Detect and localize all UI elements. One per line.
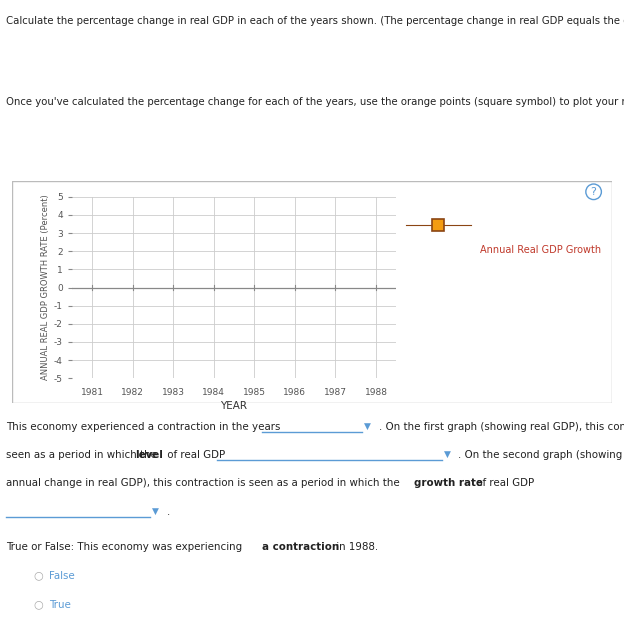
Text: ○: ○ [34,599,44,609]
Text: Calculate the percentage change in real GDP in each of the years shown. (The per: Calculate the percentage change in real … [6,16,624,26]
Y-axis label: ANNUAL REAL GDP GROWTH RATE (Percent): ANNUAL REAL GDP GROWTH RATE (Percent) [41,194,49,381]
Text: False: False [49,571,75,581]
Text: level: level [135,450,162,460]
Text: ○: ○ [34,571,44,581]
Text: True: True [49,599,71,609]
Text: growth rate: growth rate [414,478,483,488]
Text: ?: ? [591,187,597,197]
Text: ▼: ▼ [364,422,371,431]
Text: of real GDP: of real GDP [473,478,534,488]
Text: . On the second graph (showing: . On the second graph (showing [457,450,622,460]
Text: annual change in real GDP), this contraction is seen as a period in which the: annual change in real GDP), this contrac… [6,478,403,488]
Text: ▼: ▼ [152,507,158,516]
Text: Once you've calculated the percentage change for each of the years, use the oran: Once you've calculated the percentage ch… [6,97,624,107]
Text: seen as a period in which the: seen as a period in which the [6,450,160,460]
Text: True or False: This economy was experiencing: True or False: This economy was experien… [6,542,246,552]
Text: a contraction: a contraction [262,542,339,552]
Text: This economy experienced a contraction in the years: This economy experienced a contraction i… [6,422,281,432]
Text: .: . [167,507,170,517]
Text: ▼: ▼ [444,450,451,459]
Text: . On the first graph (showing real GDP), this contraction is: . On the first graph (showing real GDP),… [379,422,624,432]
Text: in 1988.: in 1988. [333,542,379,552]
Text: Annual Real GDP Growth: Annual Real GDP Growth [480,245,602,255]
X-axis label: YEAR: YEAR [220,401,248,411]
Text: of real GDP: of real GDP [164,450,225,460]
